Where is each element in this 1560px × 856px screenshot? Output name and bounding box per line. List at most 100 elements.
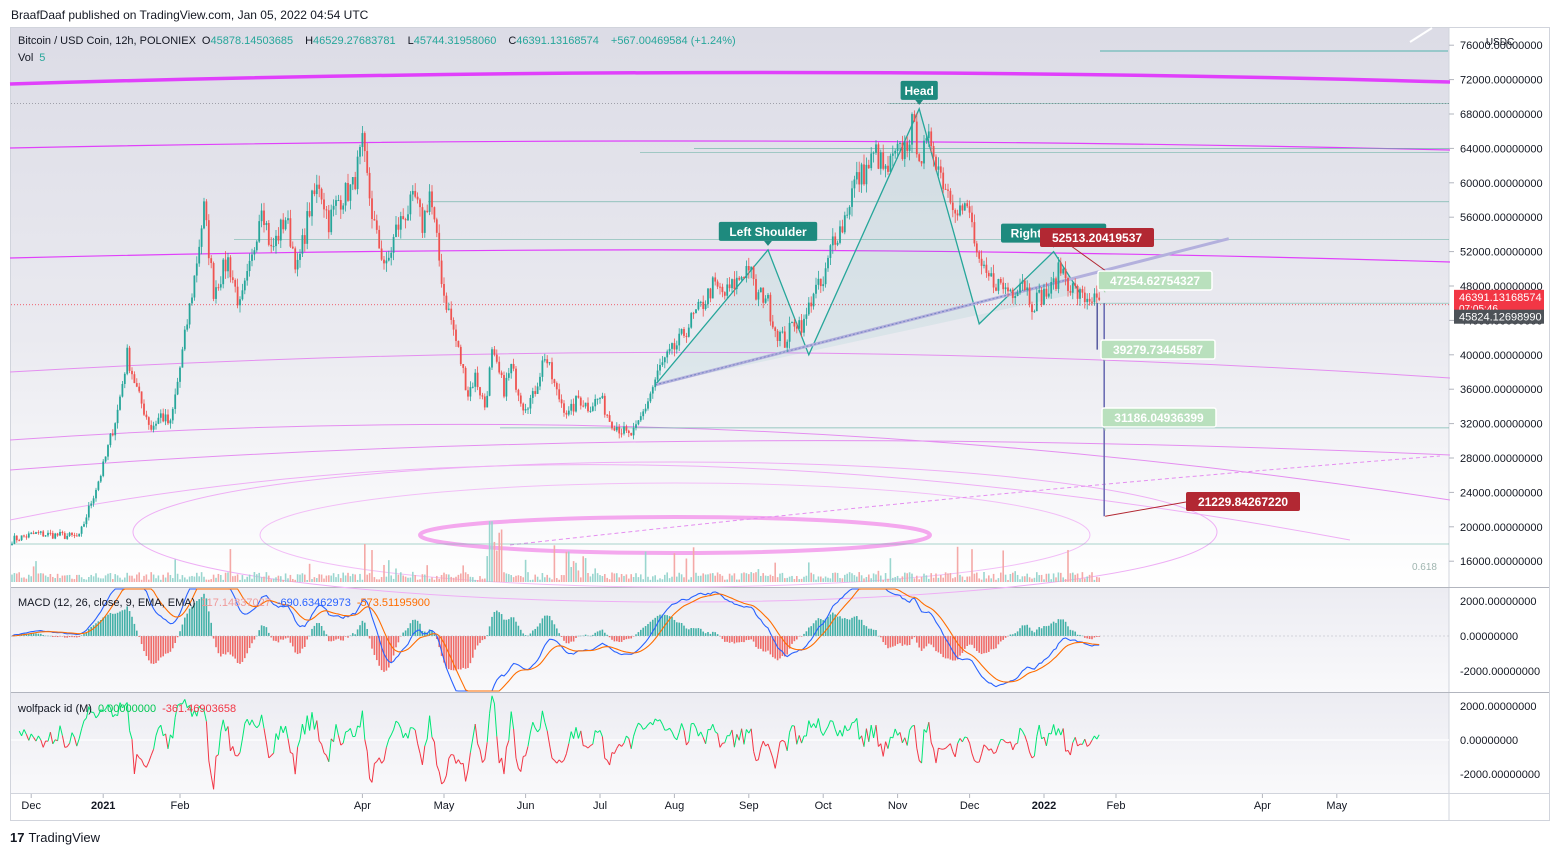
macd-histogram-bar: [935, 636, 937, 652]
candle-body: [205, 201, 208, 221]
volume-bar: [779, 573, 781, 582]
head-label[interactable]: Head: [905, 84, 934, 98]
target-label[interactable]: 47254.62754327: [1110, 274, 1200, 288]
candle-body: [860, 164, 863, 185]
wolfpack-segment: [395, 720, 399, 724]
wolfpack-segment: [618, 743, 622, 747]
macd-histogram-bar: [1057, 619, 1060, 636]
candle-body: [745, 266, 748, 279]
macd-histogram-bar: [589, 635, 592, 637]
footer-brand[interactable]: 17 TradingView: [10, 830, 100, 845]
candle-body: [289, 218, 292, 247]
current-price-label[interactable]: 46391.13168574: [1459, 292, 1542, 304]
wolfpack-segment: [66, 743, 71, 748]
volume-bar: [32, 566, 35, 582]
candle-body: [90, 503, 93, 506]
symbol-legend[interactable]: Bitcoin / USD Coin, 12h, POLONIEX O45878.…: [18, 35, 742, 47]
volume-bar: [731, 575, 733, 582]
macd-histogram-bar: [328, 636, 330, 642]
level-price-tag[interactable]: [1454, 309, 1544, 324]
wolfpack-segment: [181, 699, 186, 705]
volume-legend[interactable]: Vol 5: [18, 52, 51, 64]
neckline-trendline[interactable]: [654, 237, 1230, 387]
magenta-ellipse-thick: [418, 515, 932, 555]
candle-body: [493, 349, 496, 355]
candle-body: [975, 243, 978, 253]
candle-body: [949, 190, 952, 203]
volume-bar: [488, 521, 491, 582]
head-label-bg[interactable]: [900, 80, 938, 100]
target-label-bg[interactable]: [1040, 228, 1154, 247]
target-label-bg[interactable]: [1100, 339, 1216, 360]
volume-bar: [354, 574, 356, 582]
macd-histogram-bar: [808, 627, 810, 636]
volume-bar: [1024, 576, 1026, 582]
chart-annotations[interactable]: 52513.20419537 47254.62754327 39279.734455…: [1040, 228, 1300, 517]
volume-bar: [656, 579, 659, 582]
candle-body: [687, 327, 690, 337]
volume-bar: [947, 573, 949, 582]
candle-body: [920, 161, 923, 164]
volume-bar: [690, 577, 692, 582]
wolfpack-segment: [445, 758, 450, 776]
target-label[interactable]: 52513.20419537: [1052, 231, 1142, 245]
volume-bar: [54, 578, 56, 582]
macd-histogram-bar: [150, 636, 152, 664]
target-label-bg[interactable]: [1097, 270, 1213, 291]
volume-bar: [817, 576, 820, 582]
macd-histogram-bar: [570, 636, 572, 642]
target-label[interactable]: 31186.04936399: [1114, 411, 1204, 425]
left-shoulder-label[interactable]: Left Shoulder: [729, 225, 807, 239]
candle-body: [491, 349, 493, 368]
macd-histogram-bar: [899, 636, 901, 644]
candle-body: [399, 216, 402, 230]
target-label[interactable]: 39279.73445587: [1113, 343, 1203, 357]
wolfpack-segment: [683, 730, 687, 746]
macd-histogram-bar: [541, 618, 544, 636]
wolfpack-legend[interactable]: wolfpack id (M) 0.00000000 -361.46903658: [18, 703, 242, 715]
macd-histogram-bar: [42, 634, 44, 636]
candle-body: [56, 533, 59, 536]
macd-histogram-bar: [548, 615, 551, 636]
volume-bar: [1021, 576, 1024, 582]
candle-body: [1007, 287, 1009, 292]
chart-frame[interactable]: [10, 27, 1550, 821]
macd-histogram-bar: [930, 636, 932, 645]
macd-histogram-bar: [750, 636, 752, 640]
macd-histogram-bar: [462, 636, 464, 668]
volume-bar: [308, 563, 311, 582]
target-label-bg[interactable]: [1186, 492, 1300, 511]
candle-body: [1011, 289, 1014, 299]
volume-bar: [1081, 572, 1084, 582]
macd-histogram-bar: [697, 628, 700, 636]
wolfpack-segment: [954, 743, 959, 757]
candle-body: [162, 413, 165, 422]
wolfpack-segment: [1057, 728, 1062, 736]
volume-bar: [796, 576, 798, 582]
macd-histogram-bar: [428, 629, 431, 636]
volume-bar: [570, 567, 572, 582]
magenta-curve: [9, 423, 1451, 501]
macd-histogram-bar: [980, 636, 983, 655]
volume-bar: [978, 578, 980, 582]
volume-bar: [200, 572, 203, 582]
candle-body: [1033, 311, 1036, 313]
macd-histogram-bar: [928, 636, 930, 644]
wolfpack-segment: [220, 719, 224, 732]
wolfpack-segment: [1005, 741, 1009, 744]
left-shoulder-label-bg[interactable]: [718, 221, 818, 241]
target-label-bg[interactable]: [1101, 407, 1217, 428]
time-axis[interactable]: Dec 2021 Feb Apr May Jun Jul Aug Sep Oct Nov Dec 202…: [21, 794, 1348, 812]
macd-legend[interactable]: MACD (12, 26, close, 9, EMA, EMA) 117.148…: [18, 597, 436, 609]
price-axis[interactable]: USDC76000.0000000072000.0000000068000.00…: [1449, 37, 1544, 781]
target-label[interactable]: 21229.84267220: [1198, 495, 1288, 509]
pattern-line[interactable]: [654, 106, 1081, 386]
candle-body: [1086, 298, 1089, 303]
wolfpack-segment: [839, 729, 843, 737]
level-price-label[interactable]: 45824.12698990: [1459, 312, 1542, 324]
volume-bar: [272, 578, 275, 582]
candle-body: [1059, 262, 1062, 274]
candle-body: [855, 172, 858, 180]
candle-body: [251, 254, 253, 261]
